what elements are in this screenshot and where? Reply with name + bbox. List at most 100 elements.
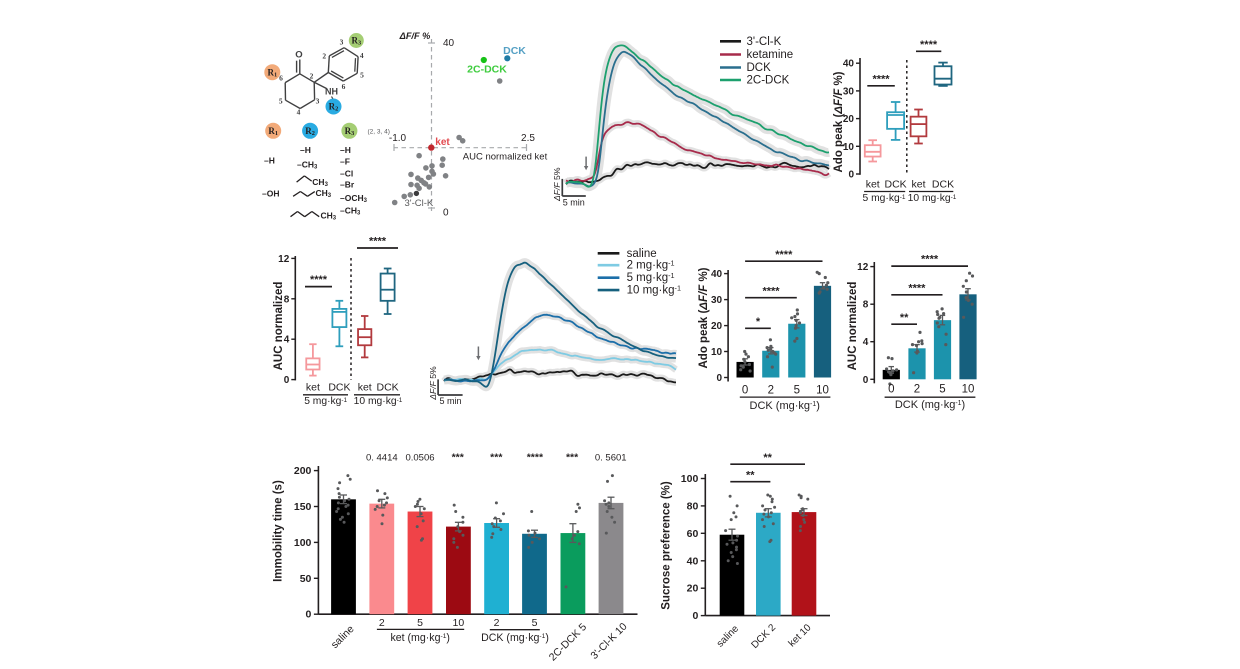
- svg-text:Ado peak (ΔF/F %): Ado peak (ΔF/F %): [833, 71, 845, 172]
- svg-text:**: **: [746, 469, 755, 481]
- svg-text:2: 2: [310, 72, 314, 81]
- svg-text:***: ***: [452, 452, 465, 464]
- svg-text:100: 100: [681, 473, 699, 485]
- svg-text:8: 8: [863, 300, 869, 311]
- svg-text:0: 0: [692, 610, 698, 622]
- svg-text:DCK: DCK: [377, 382, 399, 394]
- svg-text:6: 6: [342, 82, 346, 91]
- svg-text:10: 10: [453, 617, 465, 629]
- svg-text:5: 5: [417, 617, 423, 629]
- svg-text:DCK: DCK: [328, 382, 350, 394]
- svg-text:DCK: DCK: [885, 179, 907, 191]
- svg-text:100: 100: [294, 537, 312, 549]
- svg-text:ket: ket: [306, 382, 320, 394]
- svg-text:2C-DCK: 2C-DCK: [747, 75, 790, 87]
- svg-text:O: O: [295, 50, 302, 61]
- svg-text:–OH: –OH: [262, 189, 279, 199]
- svg-text:0: 0: [848, 170, 854, 181]
- svg-text:5: 5: [532, 617, 538, 629]
- svg-text:20: 20: [711, 321, 723, 332]
- svg-text:12: 12: [278, 254, 290, 265]
- svg-text:AUC normalized ket: AUC normalized ket: [463, 152, 548, 163]
- svg-text:ΔF/F 5%: ΔF/F 5%: [428, 366, 438, 401]
- svg-text:2: 2: [322, 52, 326, 61]
- svg-text:5 min: 5 min: [563, 198, 585, 208]
- svg-text:–H: –H: [300, 145, 311, 155]
- svg-text:5: 5: [794, 385, 800, 397]
- svg-text:40: 40: [687, 555, 699, 567]
- svg-text:–H: –H: [264, 156, 275, 166]
- svg-text:****: ****: [921, 254, 939, 266]
- svg-text:30: 30: [711, 295, 723, 306]
- svg-text:0: 0: [717, 373, 723, 384]
- svg-text:-1.0: -1.0: [389, 133, 407, 144]
- svg-text:150: 150: [294, 501, 312, 513]
- svg-text:****: ****: [369, 236, 387, 248]
- svg-text:ket: ket: [866, 179, 880, 191]
- svg-text:DCK: DCK: [747, 62, 772, 74]
- svg-text:0.0506: 0.0506: [405, 453, 434, 464]
- svg-text:0. 4414: 0. 4414: [366, 453, 398, 464]
- svg-text:0: 0: [742, 385, 748, 397]
- svg-text:0: 0: [443, 208, 449, 219]
- svg-text:4: 4: [863, 337, 869, 348]
- svg-text:2.5: 2.5: [521, 133, 535, 144]
- svg-text:****: ****: [527, 452, 544, 464]
- svg-text:****: ****: [920, 39, 938, 51]
- svg-text:–H: –H: [340, 145, 351, 155]
- svg-text:DCK: DCK: [503, 45, 526, 57]
- svg-text:10: 10: [711, 347, 723, 358]
- svg-text:Sucrose preference (%): Sucrose preference (%): [661, 481, 673, 610]
- svg-text:40: 40: [711, 269, 723, 280]
- svg-text:**: **: [900, 312, 909, 324]
- svg-text:ΔF/F 5%: ΔF/F 5%: [552, 167, 562, 202]
- svg-text:5 min: 5 min: [439, 396, 461, 406]
- svg-text:(2, 3, 4): (2, 3, 4): [368, 129, 390, 136]
- svg-text:Immobility time (s): Immobility time (s): [273, 480, 285, 582]
- svg-text:–OCH3: –OCH3: [340, 193, 368, 204]
- svg-text:ketamine: ketamine: [747, 49, 794, 61]
- svg-text:200: 200: [294, 465, 312, 477]
- svg-text:–Cl: –Cl: [340, 168, 353, 178]
- svg-text:5 mg·kg-1: 5 mg·kg-1: [863, 193, 906, 204]
- svg-text:0: 0: [284, 375, 290, 386]
- svg-text:3: 3: [316, 97, 320, 106]
- svg-text:ket: ket: [358, 382, 372, 394]
- svg-text:****: ****: [310, 274, 328, 286]
- svg-text:5: 5: [279, 97, 283, 106]
- svg-text:3: 3: [340, 38, 344, 47]
- svg-text:4: 4: [360, 51, 364, 60]
- svg-text:2: 2: [768, 385, 774, 397]
- svg-text:NH: NH: [325, 87, 338, 97]
- svg-text:80: 80: [687, 500, 699, 512]
- svg-text:**: **: [763, 452, 772, 464]
- svg-text:2: 2: [494, 617, 500, 629]
- svg-text:ket: ket: [435, 137, 450, 148]
- svg-text:0: 0: [306, 609, 312, 621]
- svg-text:10 mg·kg-1: 10 mg·kg-1: [627, 284, 681, 297]
- svg-text:10: 10: [962, 384, 975, 396]
- svg-text:***: ***: [566, 452, 579, 464]
- svg-text:****: ****: [762, 285, 780, 297]
- svg-text:10 mg·kg-1: 10 mg·kg-1: [354, 396, 403, 407]
- svg-text:3'-Cl-K: 3'-Cl-K: [405, 198, 434, 209]
- svg-text:DCK (mg·kg-1): DCK (mg·kg-1): [895, 399, 965, 411]
- svg-text:****: ****: [872, 73, 890, 85]
- svg-text:AUC normalized: AUC normalized: [847, 282, 859, 371]
- svg-text:2C-DCK: 2C-DCK: [467, 64, 507, 76]
- svg-text:5 mg·kg-1: 5 mg·kg-1: [627, 272, 675, 285]
- svg-text:0. 5601: 0. 5601: [595, 453, 627, 464]
- svg-text:50: 50: [300, 573, 312, 585]
- svg-text:*: *: [756, 316, 761, 328]
- svg-text:–Br: –Br: [340, 179, 355, 189]
- svg-text:5 mg·kg-1: 5 mg·kg-1: [304, 396, 347, 407]
- svg-text:DCK (mg·kg-1): DCK (mg·kg-1): [481, 632, 549, 644]
- svg-text:2: 2: [379, 617, 385, 629]
- svg-text:ΔF/F %: ΔF/F %: [399, 31, 431, 41]
- svg-text:4: 4: [297, 108, 301, 117]
- svg-text:12: 12: [857, 262, 869, 273]
- svg-text:****: ****: [775, 249, 793, 261]
- svg-text:0: 0: [888, 384, 894, 396]
- svg-text:5: 5: [939, 384, 945, 396]
- svg-text:AUC normalized: AUC normalized: [273, 282, 285, 371]
